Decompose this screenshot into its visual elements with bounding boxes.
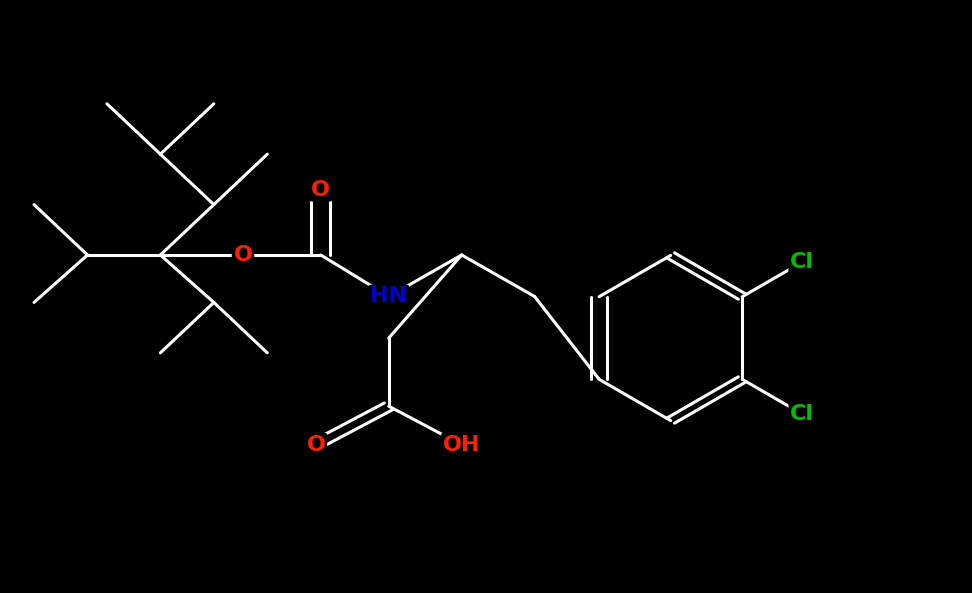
- Text: Cl: Cl: [790, 252, 815, 272]
- Text: OH: OH: [443, 435, 480, 455]
- Text: O: O: [311, 180, 330, 200]
- Text: HN: HN: [370, 286, 407, 307]
- Text: Cl: Cl: [790, 404, 815, 424]
- Text: O: O: [233, 245, 253, 265]
- Text: O: O: [306, 435, 326, 455]
